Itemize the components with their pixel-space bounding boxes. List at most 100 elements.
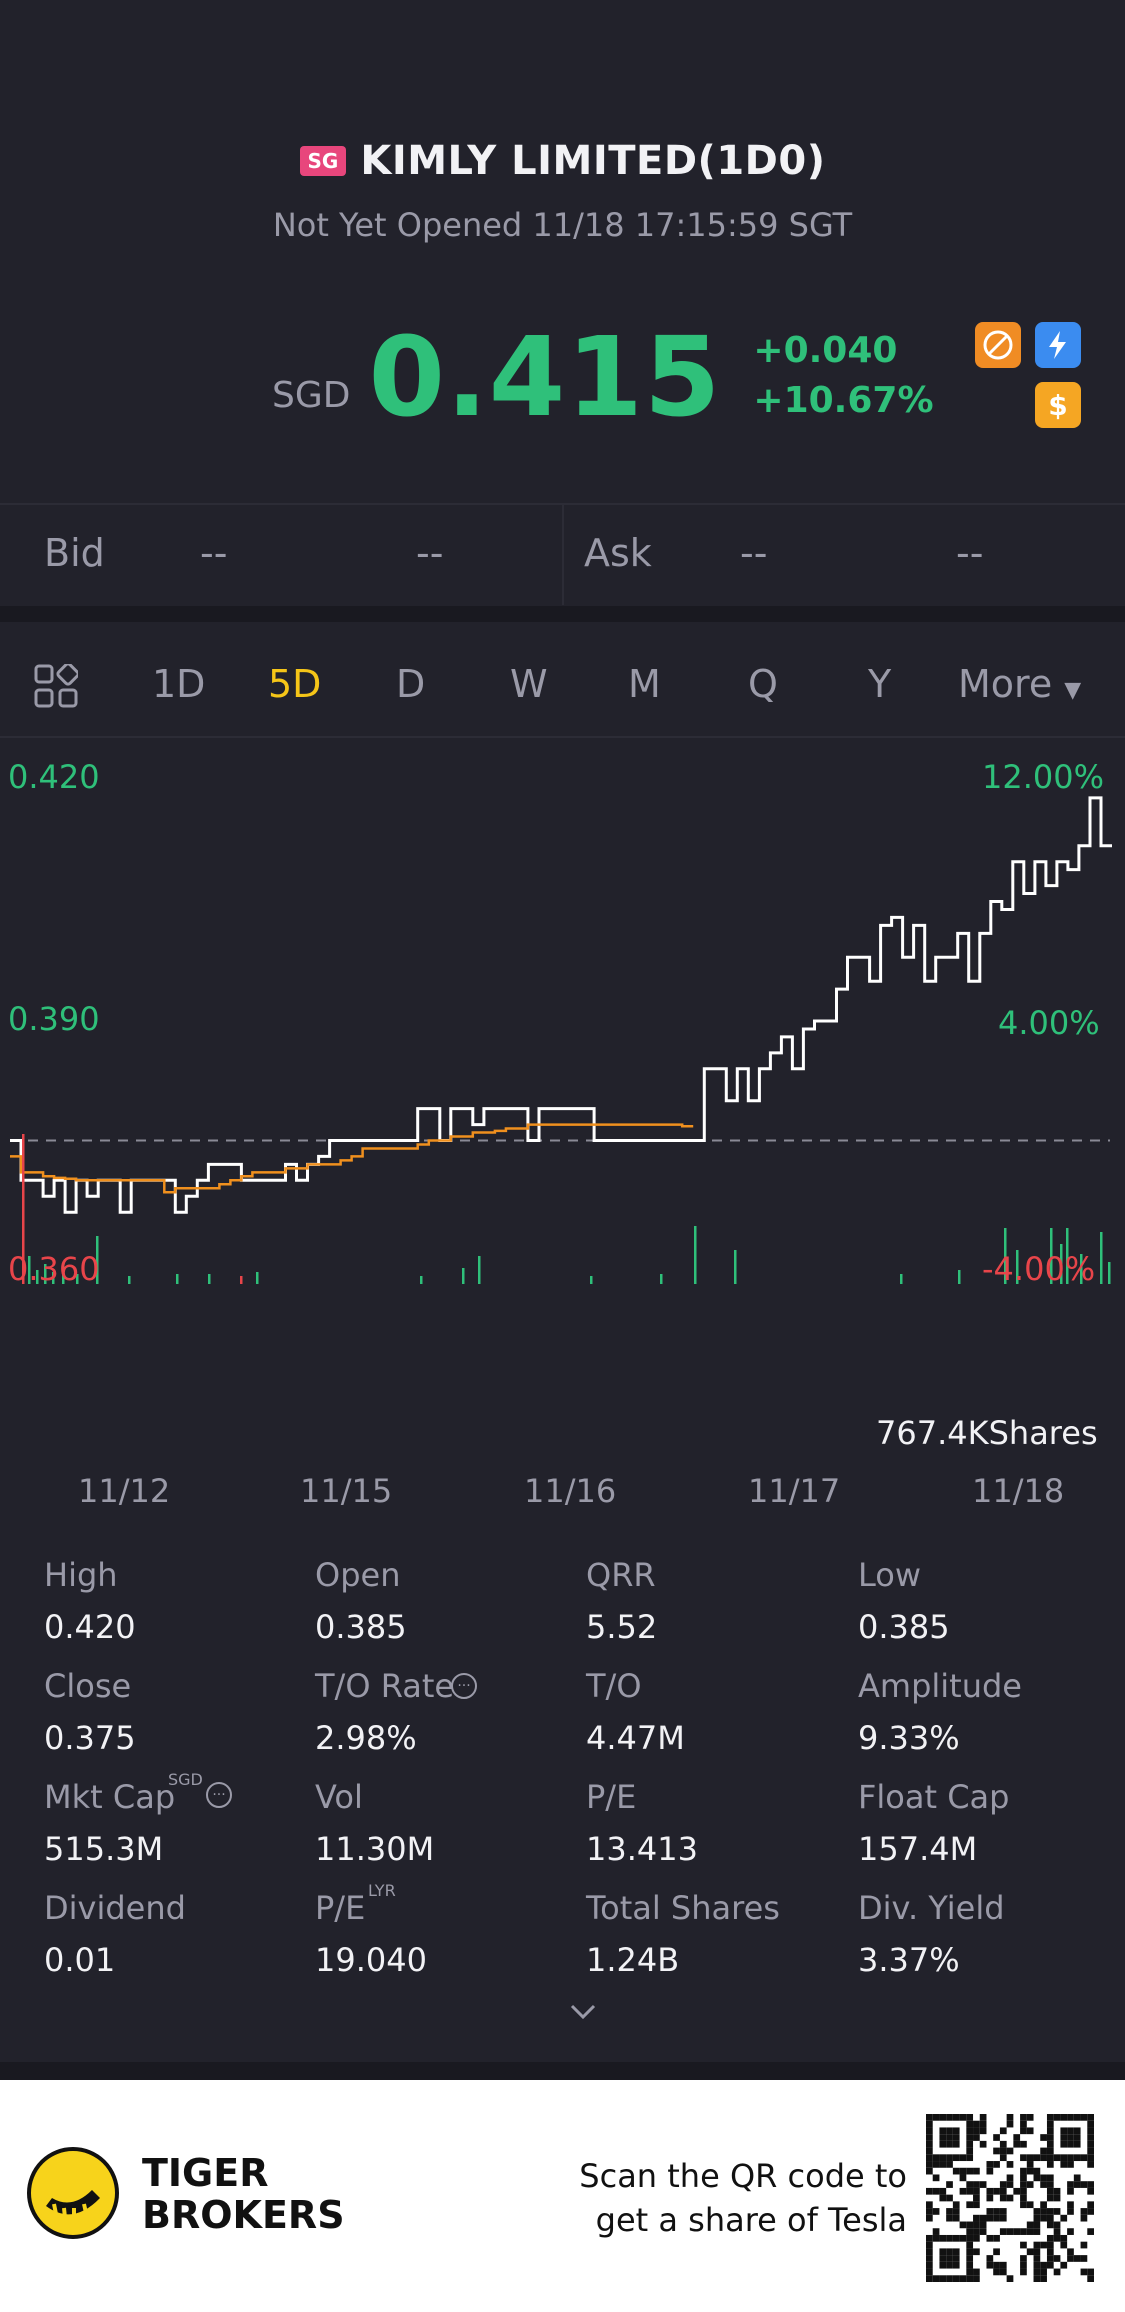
mkt-cap-currency: SGD <box>168 1770 203 1789</box>
tab-d[interactable]: D <box>396 662 426 706</box>
caret-down-icon: ▼ <box>1064 678 1082 703</box>
footer-divider <box>0 2062 1125 2080</box>
volume-bar <box>1016 1250 1019 1284</box>
market-badge: SG <box>299 146 347 176</box>
last-price: 0.415 <box>368 313 722 441</box>
stat-label-qrr: QRR <box>586 1556 656 1594</box>
volume-bar <box>590 1276 593 1284</box>
series-group <box>10 796 1112 1214</box>
qr-code-icon[interactable] <box>926 2114 1094 2282</box>
stat-value-dividend: 0.01 <box>44 1941 116 1979</box>
stat-label-div-yield: Div. Yield <box>858 1889 1005 1927</box>
tab-1d[interactable]: 1D <box>152 662 206 706</box>
more-label: More <box>958 662 1053 706</box>
mkt-cap-info-icon[interactable]: ··· <box>206 1782 232 1808</box>
y-left-top: 0.420 <box>8 758 100 796</box>
stat-value-mkt-cap: 515.3M <box>44 1830 164 1868</box>
stat-label-total-shares: Total Shares <box>586 1889 780 1927</box>
y-left-bottom: 0.360 <box>8 1250 100 1288</box>
ask-size: -- <box>956 531 984 575</box>
stat-value-open: 0.385 <box>315 1608 407 1646</box>
dollar-icon[interactable]: $ <box>1035 382 1081 428</box>
tab-more[interactable]: More ▼ <box>958 662 1081 706</box>
ask-price: -- <box>740 531 768 575</box>
x-label-1115: 11/15 <box>300 1472 393 1510</box>
tab-q[interactable]: Q <box>748 662 778 706</box>
stat-label-pe-lyr: P/E <box>315 1889 366 1927</box>
stat-value-to-rate: 2.98% <box>315 1719 417 1757</box>
tab-m[interactable]: M <box>628 662 661 706</box>
y-right-top: 12.00% <box>982 758 1105 796</box>
volume-bar <box>96 1236 99 1284</box>
stat-value-amplitude: 9.33% <box>858 1719 960 1757</box>
ask-label: Ask <box>584 531 652 575</box>
bid-size: -- <box>416 531 444 575</box>
promo-line-2: get a share of Tesla <box>595 2201 907 2239</box>
grid-layout-icon[interactable] <box>34 664 78 708</box>
currency-label: SGD <box>272 375 351 416</box>
stat-value-float-cap: 157.4M <box>858 1830 978 1868</box>
period-tabs: 1D 5D D W M Q Y More ▼ <box>0 622 1125 738</box>
stat-label-close: Close <box>44 1667 132 1705</box>
x-label-1116: 11/16 <box>524 1472 617 1510</box>
volume-bar <box>1108 1262 1111 1284</box>
volume-bar <box>36 1270 39 1284</box>
stat-value-pe: 13.413 <box>586 1830 698 1868</box>
volume-bar <box>28 1256 31 1284</box>
intraday-chart[interactable] <box>0 740 1125 1460</box>
brand-line-1: TIGER <box>142 2151 269 2195</box>
volume-bar <box>256 1272 259 1284</box>
stat-value-high: 0.420 <box>44 1608 136 1646</box>
volume-bar <box>958 1270 961 1284</box>
stat-value-to: 4.47M <box>586 1719 685 1757</box>
stat-value-close: 0.375 <box>44 1719 136 1757</box>
volume-bar <box>1004 1228 1007 1284</box>
volume-bar <box>22 1134 25 1284</box>
volume-bar <box>478 1256 481 1284</box>
volume-bar <box>176 1274 179 1284</box>
no-short-icon[interactable] <box>975 322 1021 368</box>
stat-label-high: High <box>44 1556 118 1594</box>
stat-value-div-yield: 3.37% <box>858 1941 960 1979</box>
y-left-mid: 0.390 <box>8 1000 100 1038</box>
stat-label-dividend: Dividend <box>44 1889 186 1927</box>
tab-5d[interactable]: 5D <box>268 662 322 706</box>
flash-icon[interactable] <box>1035 322 1081 368</box>
stat-value-pe-lyr: 19.040 <box>315 1941 427 1979</box>
promo-text: Scan the QR code to get a share of Tesla <box>579 2154 907 2242</box>
price-line <box>10 796 1112 1214</box>
stat-label-vol: Vol <box>315 1778 363 1816</box>
volume-bar <box>208 1274 211 1284</box>
tab-y[interactable]: Y <box>868 662 892 706</box>
market-status: Not Yet Opened 11/18 17:15:59 SGT <box>272 206 853 244</box>
price-change: +0.040 +10.67% <box>753 326 933 426</box>
volume-bars <box>22 1134 1111 1284</box>
tab-w[interactable]: W <box>510 662 548 706</box>
promo-footer: TIGER BROKERS Scan the QR code to get a … <box>0 2080 1125 2312</box>
stat-label-amplitude: Amplitude <box>858 1667 1022 1705</box>
volume-bar <box>62 1266 65 1284</box>
x-label-1118: 11/18 <box>972 1472 1065 1510</box>
y-right-mid: 4.00% <box>998 1004 1100 1042</box>
avg-price-line <box>10 1123 694 1194</box>
volume-bar <box>1066 1228 1069 1284</box>
bid-ask-divider <box>562 505 564 605</box>
more-info-icon[interactable]: ··· <box>451 1673 477 1699</box>
volume-bar <box>44 1264 47 1284</box>
stat-label-low: Low <box>858 1556 922 1594</box>
stat-label-to-rate: T/O Rate <box>315 1667 455 1705</box>
volume-bar <box>1080 1254 1083 1284</box>
stat-label-float-cap: Float Cap <box>858 1778 1010 1816</box>
volume-bar <box>76 1274 79 1284</box>
volume-bar <box>420 1276 423 1284</box>
volume-bar <box>734 1250 737 1284</box>
volume-bar <box>1060 1244 1063 1284</box>
stock-title[interactable]: KIMLY LIMITED(1D0) <box>360 138 826 184</box>
bid-price: -- <box>200 531 228 575</box>
bid-ask-bar: Bid -- -- Ask -- -- <box>0 503 1125 605</box>
volume-bar <box>1100 1232 1103 1284</box>
title-row: SG KIMLY LIMITED(1D0) <box>0 138 1125 184</box>
price-row: SGD 0.415 +0.040 +10.67% <box>272 322 934 432</box>
chevron-down-icon[interactable] <box>568 2002 598 2022</box>
volume-bar <box>900 1274 903 1284</box>
